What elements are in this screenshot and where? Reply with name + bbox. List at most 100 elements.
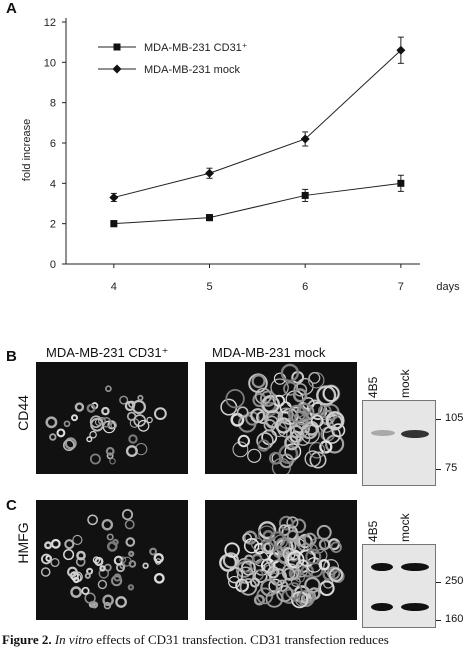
micrograph-hmfg-mock <box>205 500 357 620</box>
cell-shape <box>304 576 321 594</box>
cell-shape <box>325 411 345 431</box>
cell-shape <box>302 397 315 410</box>
cell-shape <box>125 445 138 458</box>
cell-shape <box>154 407 167 420</box>
cell-shape <box>252 554 262 565</box>
cell-shape <box>119 395 129 405</box>
series-line-2 <box>113 49 402 198</box>
cell-shape <box>292 388 308 403</box>
row-label-cd44: CD44 <box>15 395 31 431</box>
cell-shape <box>328 567 344 582</box>
caption-label: Figure 2. <box>2 632 52 647</box>
cell-shape <box>153 553 164 564</box>
cell-shape <box>287 551 305 569</box>
legend-label-1: MDA-MB-231 CD31⁺ <box>144 42 248 54</box>
cell-shape <box>45 416 58 429</box>
cell-shape <box>106 533 114 541</box>
cell-shape <box>316 524 332 540</box>
cell-shape <box>319 440 333 454</box>
cell-shape <box>137 394 144 401</box>
cell-shape <box>331 569 345 584</box>
panel-c-letter: C <box>6 497 17 514</box>
cell-shape <box>101 406 110 416</box>
micrograph-cd44-mock <box>205 362 357 474</box>
cell-shape <box>50 538 61 549</box>
cell-shape <box>92 556 101 564</box>
data-point-square <box>206 214 214 222</box>
cell-shape <box>285 582 303 600</box>
cell-shape <box>282 567 296 580</box>
cell-shape <box>267 565 280 579</box>
cell-shape <box>280 363 300 383</box>
panel-a-line-chart: 0 2 4 6 8 10 12 4 5 6 7 days fold increase MDA-MB-231… <box>21 17 460 293</box>
cell-shape <box>295 564 308 578</box>
column-title-mock: MDA-MB-231 mock <box>212 345 326 360</box>
micrograph-cd44-cd31 <box>36 362 188 474</box>
cell-shape <box>278 524 291 536</box>
lane-label-mock-b: mock <box>398 369 412 398</box>
western-blot-cd44 <box>362 400 436 486</box>
y-tick-label: 12 <box>44 17 56 29</box>
cell-shape <box>291 591 309 609</box>
cell-shape <box>232 441 249 458</box>
cell-shape <box>322 385 340 402</box>
cell-shape <box>236 566 255 584</box>
mw-tick-75 <box>436 469 441 470</box>
cell-shape <box>310 414 324 428</box>
western-blot-hmfg <box>362 544 436 628</box>
x-tick-label: 4 <box>111 281 117 293</box>
data-point-diamond <box>205 168 215 178</box>
cell-shape <box>155 558 162 565</box>
cell-shape <box>239 578 258 596</box>
data-point-diamond <box>109 192 119 202</box>
cell-shape <box>286 529 299 542</box>
cell-shape <box>62 439 75 452</box>
cell-shape <box>251 374 266 389</box>
cell-shape <box>318 580 335 597</box>
cell-shape <box>250 408 266 424</box>
cell-shape <box>304 450 322 467</box>
cell-shape <box>105 385 112 393</box>
cell-shape <box>128 434 138 444</box>
y-tick-label: 10 <box>44 57 56 69</box>
lane-label-mock-c: mock <box>398 513 412 542</box>
panel-b-letter: B <box>6 348 17 365</box>
cell-shape <box>70 586 82 598</box>
cell-shape <box>259 390 277 407</box>
cell-shape <box>115 596 127 608</box>
band-cd44-4b5 <box>371 430 395 436</box>
cell-shape <box>294 410 310 426</box>
y-tick-label: 4 <box>50 178 56 190</box>
cell-shape <box>131 399 147 415</box>
cell-shape <box>247 448 262 463</box>
band-hmfg-4b5-lower <box>371 603 393 611</box>
cell-shape <box>249 577 260 588</box>
cell-shape <box>257 439 270 452</box>
cell-shape <box>99 565 106 572</box>
series-line-1 <box>113 182 401 225</box>
cell-shape <box>64 437 77 450</box>
band-hmfg-mock-lower <box>401 603 429 611</box>
x-tick-label: 5 <box>206 281 212 293</box>
cell-shape <box>273 534 288 549</box>
cell-shape <box>278 515 294 531</box>
cell-shape <box>64 539 75 550</box>
cell-shape <box>109 457 116 465</box>
data-point-square <box>397 179 405 187</box>
cell-shape <box>121 509 134 521</box>
column-title-cd31: MDA-MB-231 CD31⁺ <box>46 345 169 360</box>
cell-shape <box>269 531 286 548</box>
band-cd44-mock <box>401 430 429 438</box>
mw-label-160: 160 <box>445 613 464 625</box>
cell-shape <box>56 428 66 438</box>
cell-shape <box>137 419 150 432</box>
cell-shape <box>73 576 80 584</box>
cell-shape <box>105 446 115 456</box>
cell-shape <box>110 422 118 429</box>
cell-shape <box>76 550 86 561</box>
cell-shape <box>87 514 98 526</box>
cell-shape <box>72 534 83 545</box>
cell-shape <box>263 419 277 432</box>
cell-shape <box>63 549 75 561</box>
cell-shape <box>318 559 330 571</box>
